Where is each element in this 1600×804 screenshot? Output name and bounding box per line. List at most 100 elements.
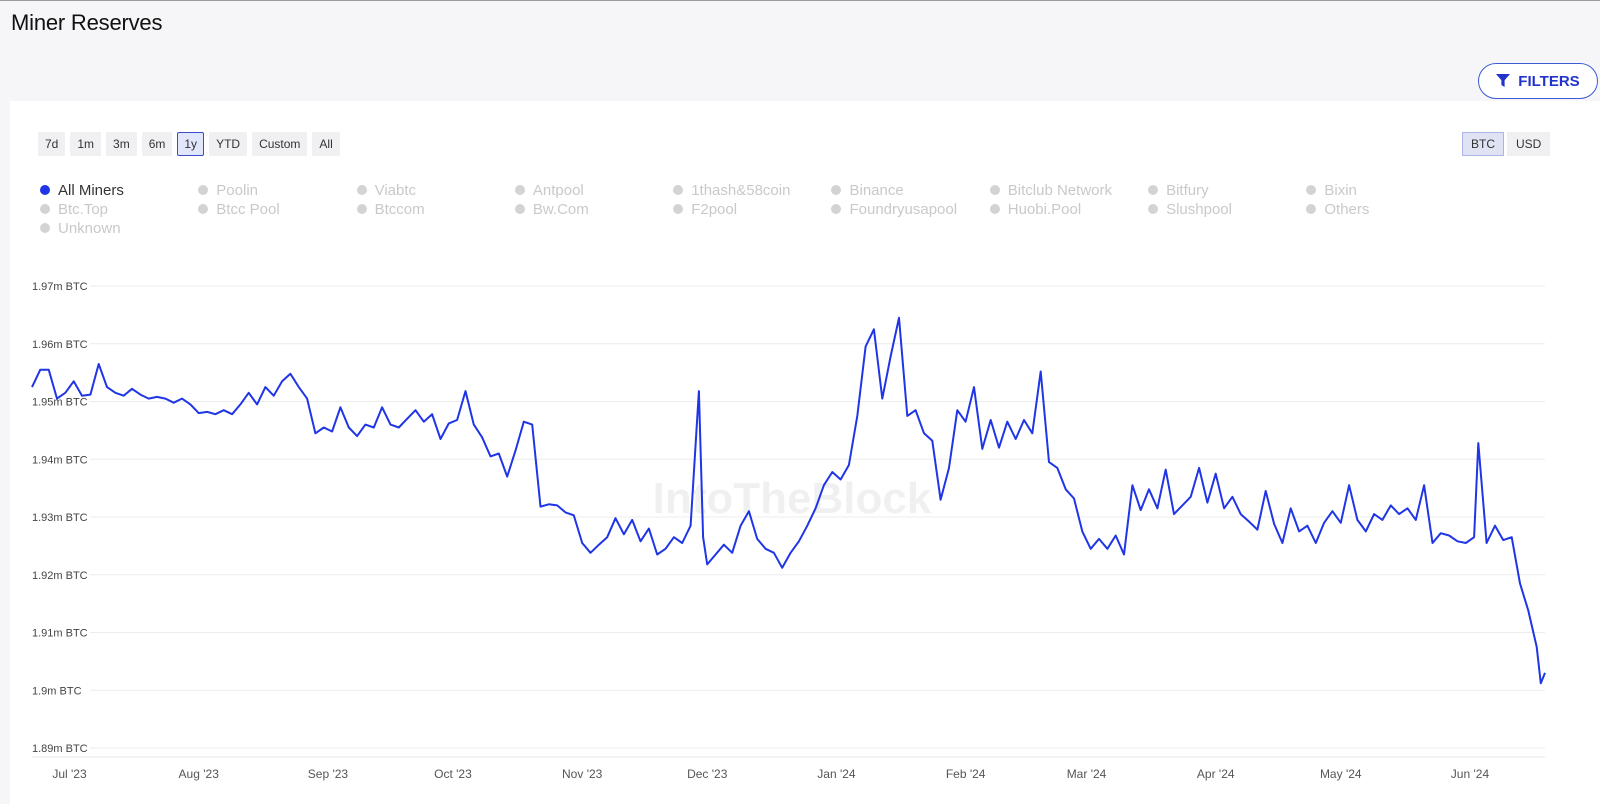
y-tick-label: 1.92m BTC <box>32 570 88 582</box>
legend-label: Bitclub Network <box>1007 181 1112 199</box>
legend-dot-icon <box>40 204 50 214</box>
x-tick-label: Nov '23 <box>562 767 603 781</box>
range-button-custom[interactable]: Custom <box>252 132 308 156</box>
legend-dot-icon <box>1306 204 1317 214</box>
legend-label: Slushpool <box>1166 200 1232 218</box>
y-tick-label: 1.9m BTC <box>32 685 82 697</box>
legend-dot-icon <box>1148 185 1159 195</box>
y-tick-label: 1.93m BTC <box>32 512 88 524</box>
x-tick-label: Jan '24 <box>817 767 856 781</box>
x-tick-label: Mar '24 <box>1067 767 1107 781</box>
unit-button-btc[interactable]: BTC <box>1462 132 1504 156</box>
x-tick-label: Sep '23 <box>308 767 349 781</box>
legend-label: Huobi.Pool <box>1007 200 1082 218</box>
legend-dot-icon <box>831 185 842 195</box>
legend-label: Binance <box>849 181 904 199</box>
legend-item-bw-com[interactable]: Bw.Com <box>514 200 673 218</box>
legend-item-bitclub-network[interactable]: Bitclub Network <box>989 181 1148 199</box>
legend-dot-icon <box>198 204 209 214</box>
legend-dot-icon <box>1306 185 1317 195</box>
legend-item-antpool[interactable]: Antpool <box>514 181 673 199</box>
x-tick-label: Jun '24 <box>1451 767 1490 781</box>
range-button-ytd[interactable]: YTD <box>209 132 248 156</box>
legend-item-slushpool[interactable]: Slushpool <box>1148 200 1306 218</box>
legend-label: Btccom <box>374 200 425 218</box>
legend-item-unknown[interactable]: Unknown <box>40 219 198 237</box>
legend-item-all-miners[interactable]: All Miners <box>40 181 198 199</box>
top-border <box>0 0 1600 1</box>
legend-dot-icon <box>514 185 525 195</box>
legend-dot-icon <box>673 185 684 195</box>
unit-button-usd[interactable]: USD <box>1507 132 1551 156</box>
legend-label: F2pool <box>691 200 738 218</box>
filters-label: FILTERS <box>1518 72 1580 90</box>
y-tick-label: 1.95m BTC <box>32 397 88 409</box>
series-line-all-miners <box>31 316 1546 685</box>
legend-label: 1thash&58coin <box>691 181 791 199</box>
legend-label: Btc.Top <box>58 200 109 218</box>
legend-dot-icon <box>989 185 1000 195</box>
y-tick-label: 1.96m BTC <box>32 339 88 351</box>
legend-dot-icon <box>356 204 367 214</box>
legend-label: Poolin <box>216 181 258 199</box>
legend-item-f2pool[interactable]: F2pool <box>673 200 831 218</box>
legend-dot-icon <box>673 204 684 214</box>
legend-label: All Miners <box>58 181 124 199</box>
legend-dot-icon <box>1148 204 1159 214</box>
page-title: Miner Reserves <box>11 10 163 35</box>
legend-item-1thash-58coin[interactable]: 1thash&58coin <box>673 181 831 199</box>
filter-icon <box>1496 74 1511 87</box>
legend-label: Others <box>1324 200 1370 218</box>
range-button-1y[interactable]: 1y <box>177 132 205 156</box>
legend-label: Foundryusapool <box>849 200 958 218</box>
x-tick-label: Jul '23 <box>52 767 87 781</box>
unit-toggle: BTC USD <box>1462 132 1551 156</box>
range-button-3m[interactable]: 3m <box>106 132 137 156</box>
legend-item-bitfury[interactable]: Bitfury <box>1148 181 1306 199</box>
legend-dot-icon <box>40 185 50 195</box>
legend-item-btcc-pool[interactable]: Btcc Pool <box>198 200 356 218</box>
range-button-6m[interactable]: 6m <box>141 132 173 156</box>
legend-dot-icon <box>831 204 842 214</box>
legend-dot-icon <box>198 185 209 195</box>
y-tick-label: 1.91m BTC <box>32 628 88 640</box>
x-tick-label: Dec '23 <box>687 767 728 781</box>
legend-label: Bitfury <box>1166 181 1209 199</box>
legend-item-bixin[interactable]: Bixin <box>1306 181 1464 199</box>
x-tick-label: Feb '24 <box>946 767 986 781</box>
legend-item-poolin[interactable]: Poolin <box>198 181 356 199</box>
legend-label: Viabtc <box>374 181 417 199</box>
legend-label: Bw.Com <box>532 200 589 218</box>
legend-dot-icon <box>356 185 367 195</box>
legend-label: Antpool <box>532 181 584 199</box>
y-tick-label: 1.97m BTC <box>32 281 88 293</box>
legend-item-btccom[interactable]: Btccom <box>356 200 515 218</box>
legend-dot-icon <box>989 204 1000 214</box>
chart-card: 7d 1m 3m 6m 1y YTD Custom All BTC USD All Miners… <box>10 101 1600 804</box>
miner-reserves-chart: 1.97m BTC 1.96m BTC 1.95m BTC 1.94m BTC 1.93… <box>31 281 1546 781</box>
filters-button[interactable]: FILTERS <box>1478 63 1598 99</box>
time-range-selector: 7d 1m 3m 6m 1y YTD Custom All <box>38 132 340 156</box>
y-tick-label: 1.94m BTC <box>32 454 88 466</box>
legend-label: Unknown <box>58 219 121 237</box>
legend-label: Btcc Pool <box>216 200 280 218</box>
legend-item-btc-top[interactable]: Btc.Top <box>40 200 198 218</box>
legend-item-binance[interactable]: Binance <box>831 181 989 199</box>
legend-item-foundryusapool[interactable]: Foundryusapool <box>831 200 989 218</box>
legend-label: Bixin <box>1324 181 1357 199</box>
legend-item-viabtc[interactable]: Viabtc <box>356 181 515 199</box>
miner-legend: All Miners Poolin Viabtc Antpool 1thash&58co… <box>40 181 1440 237</box>
legend-dot-icon <box>514 204 525 214</box>
range-button-1m[interactable]: 1m <box>70 132 102 156</box>
legend-dot-icon <box>40 223 50 233</box>
range-button-all[interactable]: All <box>312 132 340 156</box>
x-tick-label: Oct '23 <box>434 767 472 781</box>
legend-item-others[interactable]: Others <box>1306 200 1464 218</box>
x-tick-label: Apr '24 <box>1197 767 1235 781</box>
legend-item-huobi-pool[interactable]: Huobi.Pool <box>989 200 1148 218</box>
watermark: IntoTheBlock <box>653 474 932 523</box>
range-button-7d[interactable]: 7d <box>38 132 66 156</box>
x-tick-label: May '24 <box>1320 767 1362 781</box>
x-tick-label: Aug '23 <box>179 767 220 781</box>
y-tick-label: 1.89m BTC <box>32 743 88 755</box>
